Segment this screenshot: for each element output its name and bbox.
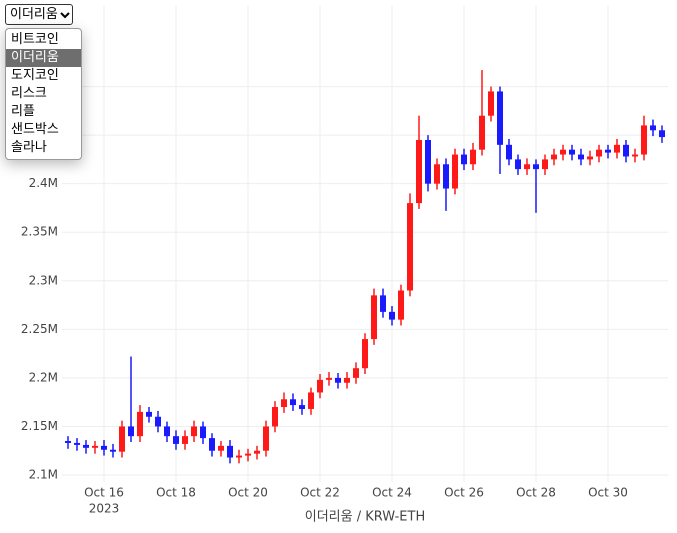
candle-body (542, 159, 548, 170)
select-value: 이더리움 (10, 7, 58, 22)
candle-body (479, 115, 485, 150)
coin-select[interactable]: 이더리움 (5, 4, 73, 25)
y-tick-label: 2.35M (21, 225, 58, 239)
candle-body (344, 377, 350, 383)
x-tick-label: Oct 30 (588, 486, 628, 500)
candle-body (227, 445, 233, 458)
x-tick-label: Oct 24 (372, 486, 412, 500)
coin-option[interactable]: 샌드박스 (11, 122, 59, 137)
y-tick-label: 2.25M (21, 322, 58, 336)
x-axis-title: 이더리움 / KRW-ETH (305, 510, 425, 525)
candle-body (659, 130, 665, 138)
coin-option[interactable]: 리플 (11, 104, 35, 119)
y-tick-label: 2.4M (29, 176, 58, 190)
x-tick-label: Oct 22 (300, 486, 340, 500)
y-tick-label: 2.2M (29, 370, 58, 384)
candle-body (110, 449, 116, 452)
candle-body (623, 144, 629, 157)
candle-body (137, 411, 143, 437)
candle-body (335, 377, 341, 383)
candle-body (200, 426, 206, 439)
candle-body (551, 154, 557, 160)
candle-body (254, 450, 260, 454)
candle-body (371, 295, 377, 340)
candle-body (83, 444, 89, 448)
candle-body (218, 445, 224, 451)
candle-body (632, 154, 638, 157)
coin-option[interactable]: 솔라나 (11, 140, 47, 155)
x-tick-label: Oct 20 (228, 486, 268, 500)
candle-body (209, 438, 215, 451)
candle-body (533, 164, 539, 170)
coin-option[interactable]: 비트코인 (11, 32, 59, 47)
candle-body (182, 436, 188, 444)
candle-body (173, 436, 179, 444)
x-tick-label: Oct 26 (444, 486, 484, 500)
candle-body (506, 144, 512, 160)
candle-body (587, 156, 593, 160)
candle-body (380, 295, 386, 312)
candle-body (92, 445, 98, 448)
candle-body (389, 311, 395, 320)
candle-body (326, 377, 332, 380)
candle-body (578, 154, 584, 160)
candle-body (596, 149, 602, 157)
candle-body (191, 426, 197, 437)
candle-body (650, 125, 656, 131)
x-year-label: 2023 (89, 502, 120, 516)
candle-body (236, 455, 242, 458)
candle-body (416, 139, 422, 204)
candle-body (245, 453, 251, 456)
candle-body (119, 426, 125, 452)
candle-body (272, 407, 278, 427)
candle-body (74, 442, 80, 445)
candle-body (263, 426, 269, 451)
candle-body (560, 149, 566, 155)
candle-body (515, 159, 521, 170)
y-tick-label: 2.3M (29, 273, 58, 287)
candle-body (461, 154, 467, 165)
coin-option[interactable]: 이더리움 (6, 49, 81, 67)
candle-body (497, 91, 503, 145)
candle-body (308, 392, 314, 409)
candle-body (425, 139, 431, 184)
select-arrow (60, 11, 70, 18)
grid (62, 5, 668, 482)
candle-body (128, 426, 134, 437)
candle-body (434, 164, 440, 184)
candle-body (155, 416, 161, 427)
candle-body (470, 149, 476, 165)
candle-body (290, 399, 296, 406)
candle-body (146, 411, 152, 417)
candle-body (281, 399, 287, 408)
candle-body (164, 426, 170, 437)
x-tick-label: Oct 18 (156, 486, 196, 500)
candle-body (362, 339, 368, 369)
candle-body (317, 379, 323, 393)
candle-body (65, 441, 71, 443)
coin-option[interactable]: 리스크 (11, 86, 47, 101)
candle-body (605, 149, 611, 153)
candle-body (443, 164, 449, 189)
candle-body (452, 154, 458, 189)
candle-body (398, 290, 404, 320)
candle-body (488, 91, 494, 116)
candle-body (407, 203, 413, 291)
y-tick-label: 2.15M (21, 419, 58, 433)
y-tick-label: 2.1M (29, 468, 58, 482)
candle-body (569, 149, 575, 155)
candle-body (353, 368, 359, 378)
x-tick-label: Oct 28 (516, 486, 556, 500)
candle-body (614, 144, 620, 153)
coin-option[interactable]: 도지코인 (11, 68, 59, 83)
candle-body (641, 125, 647, 155)
candle-body (101, 445, 107, 450)
x-tick-label: Oct 16 (84, 486, 124, 500)
candle-body (299, 405, 305, 409)
candle-body (524, 164, 530, 170)
